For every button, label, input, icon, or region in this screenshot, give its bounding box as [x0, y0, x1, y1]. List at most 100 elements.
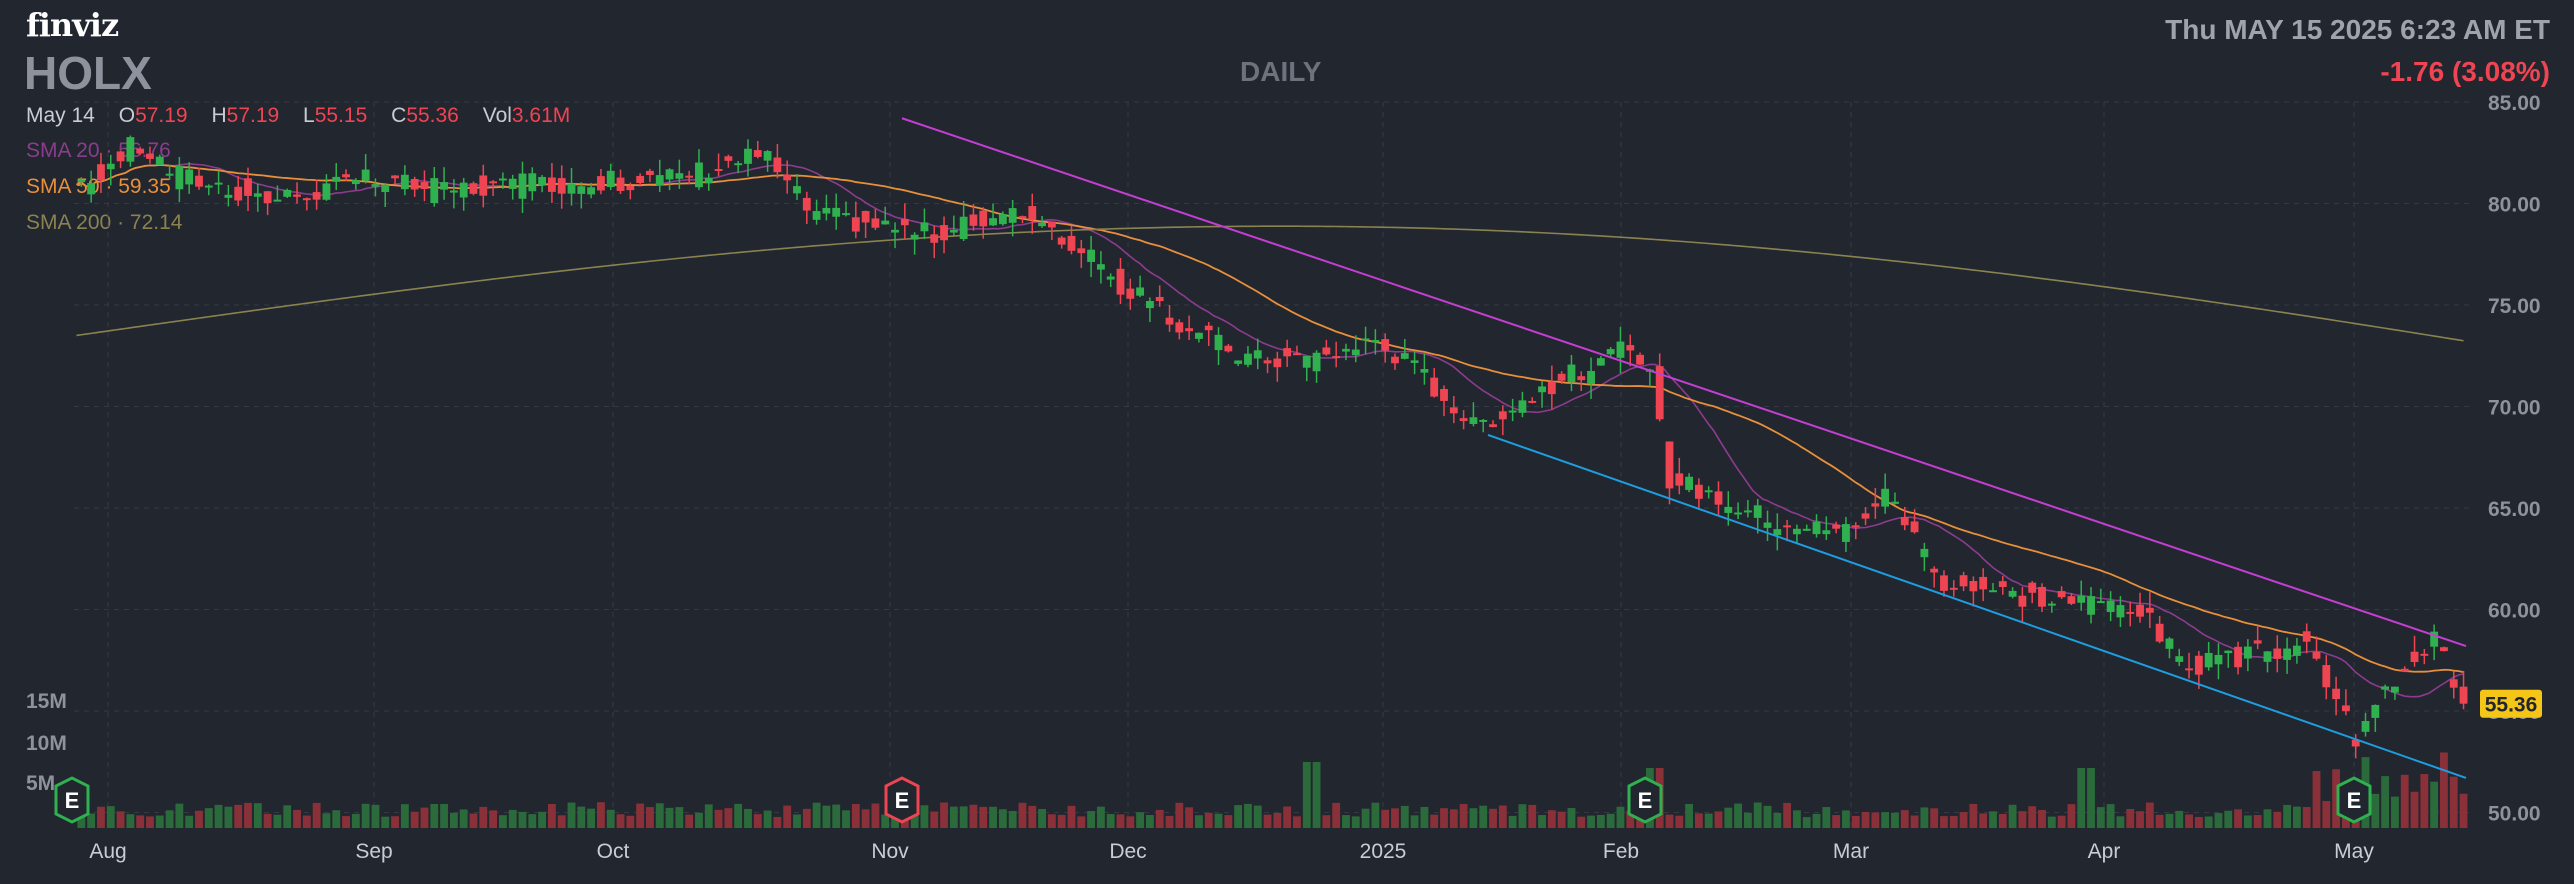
earnings-marker[interactable]: E: [1627, 776, 1663, 824]
volume-bar: [2214, 813, 2223, 828]
volume-bar: [1538, 815, 1546, 828]
candle-body: [1087, 249, 1096, 262]
candle-body: [1783, 525, 1792, 528]
candle-body: [2057, 591, 2066, 598]
earnings-marker[interactable]: E: [2336, 776, 2372, 824]
volume-bar: [1783, 802, 1792, 828]
candle-body: [597, 176, 605, 191]
candle-body: [685, 175, 694, 178]
ticker-symbol: HOLX: [24, 47, 152, 99]
candle-body: [695, 162, 703, 188]
candle-body: [989, 218, 997, 226]
volume-bar: [253, 803, 262, 828]
sma200-legend: SMA 200 · 72.14: [26, 211, 183, 234]
candle-body: [1371, 340, 1380, 343]
volume-bar: [1547, 810, 1556, 828]
candle-body: [910, 234, 919, 240]
volume-bar: [1998, 813, 2007, 828]
volume-bar: [185, 815, 194, 828]
volume-bar: [2312, 771, 2321, 828]
earnings-marker[interactable]: E: [54, 776, 90, 824]
volume-bar: [322, 813, 331, 828]
volume-bar: [1763, 805, 1772, 828]
volume-bar: [655, 803, 664, 828]
candle-body: [1832, 524, 1841, 529]
volume-bar: [1832, 815, 1841, 828]
volume-bar: [1136, 812, 1145, 828]
candle-body: [479, 175, 488, 196]
candle-body: [1195, 332, 1203, 339]
volume-bar: [1028, 805, 1037, 828]
candle-body: [1596, 358, 1605, 366]
volume-bar: [1812, 813, 1821, 828]
volume-bar: [763, 810, 772, 828]
candle-body: [2155, 623, 2164, 642]
volume-bar: [1312, 762, 1321, 828]
candle-body: [263, 191, 272, 204]
volume-bar: [2391, 796, 2399, 828]
volume-bar: [195, 810, 203, 828]
volume-bar: [1332, 802, 1341, 828]
volume-bar: [1449, 809, 1458, 828]
volume-bar: [2175, 810, 2184, 828]
volume-bar: [1606, 813, 1615, 828]
candle-body: [1332, 356, 1341, 359]
y-tick-label: 70.00: [2488, 397, 2541, 420]
candle-body: [1734, 512, 1743, 515]
candle-body: [489, 181, 498, 184]
volume-bar: [400, 804, 409, 828]
candle-body: [146, 153, 154, 159]
candle-body: [1763, 522, 1772, 528]
candle-body: [2312, 651, 2321, 659]
candle-body: [1606, 349, 1615, 355]
candle-body: [1116, 268, 1125, 295]
volume-bar: [1842, 810, 1850, 828]
candle-body: [1018, 216, 1027, 219]
finviz-logo[interactable]: finviz: [26, 6, 119, 44]
candle-body: [155, 156, 164, 166]
volume-bar: [989, 806, 997, 828]
candle-body: [1410, 360, 1419, 363]
resistance-trendline: [901, 117, 2467, 647]
candle-body: [1028, 206, 1037, 220]
candle-body: [1998, 581, 2007, 587]
volume-bar: [342, 816, 350, 828]
candle-body: [126, 137, 135, 162]
volume-bar: [1263, 814, 1272, 828]
volume-bar: [861, 809, 870, 828]
volume-bar: [1479, 805, 1488, 828]
candle-body: [1743, 510, 1752, 513]
candle-body: [1214, 334, 1223, 351]
candle-body: [861, 211, 870, 223]
volume-bar: [1665, 814, 1674, 828]
low-value: 55.15: [314, 104, 368, 127]
candle-body: [1910, 521, 1919, 533]
volume-bar: [1587, 815, 1595, 828]
volume-bar: [1694, 813, 1703, 828]
grid: [74, 101, 2470, 828]
volume-bar: [2371, 793, 2380, 828]
volume-bar: [949, 806, 958, 828]
candle-body: [1312, 352, 1321, 372]
earnings-marker[interactable]: E: [884, 776, 920, 824]
x-tick-label: Nov: [871, 840, 909, 863]
candle-body: [1822, 530, 1831, 535]
candle-body: [1871, 503, 1880, 507]
y-tick-label: 65.00: [2488, 498, 2541, 521]
candle-body: [2341, 705, 2350, 712]
volume-bar: [528, 814, 537, 828]
volume-bar: [1116, 814, 1125, 828]
candle-body: [1557, 373, 1566, 381]
candle-body: [165, 173, 174, 176]
volume-bar: [1685, 803, 1694, 828]
volume-bar: [2136, 811, 2144, 828]
candle-body: [1861, 513, 1870, 519]
moving-averages: [76, 162, 2464, 698]
last-price-value: 55.36: [2485, 694, 2538, 717]
candle-body: [1253, 350, 1262, 359]
volume-bar: [1126, 816, 1135, 828]
volume-bar: [1175, 802, 1184, 828]
candle-body: [2371, 704, 2380, 718]
